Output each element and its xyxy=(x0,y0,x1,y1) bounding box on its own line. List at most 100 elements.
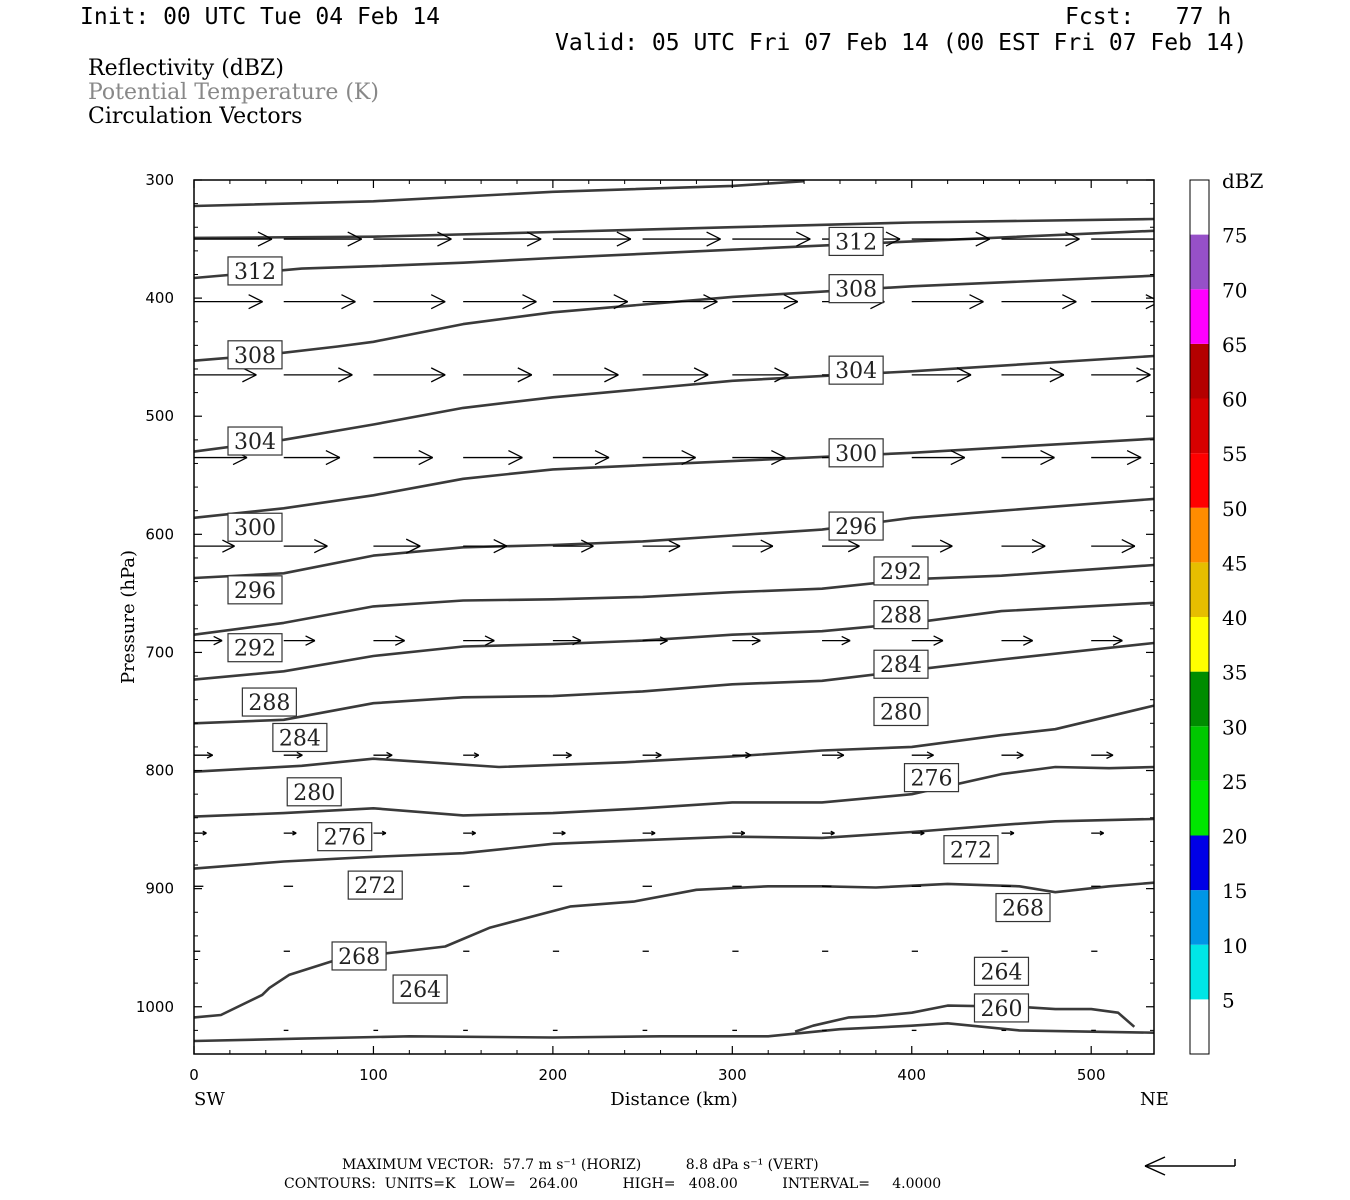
svg-text:304: 304 xyxy=(234,430,276,455)
axes-layer: 0 100 200 300 400 500 300 400 500 600 700 800 900 100… xyxy=(136,171,1154,1084)
svg-text:276: 276 xyxy=(324,826,366,851)
circulation-vector xyxy=(552,367,619,383)
x-axis-title: Distance (km) xyxy=(610,1089,737,1110)
contour-label: 300 xyxy=(227,512,283,542)
contour-label: 288 xyxy=(241,687,297,717)
colorbar-label: dBZ xyxy=(1222,169,1264,193)
circulation-vector xyxy=(283,449,341,466)
circulation-vector xyxy=(194,539,235,553)
colorbar-swatch xyxy=(1190,343,1209,399)
colorbar-tick-label: 50 xyxy=(1222,497,1247,521)
circulation-vector xyxy=(911,830,925,836)
colorbar-swatch xyxy=(1190,780,1209,836)
circulation-vector xyxy=(463,830,476,836)
svg-text:284: 284 xyxy=(279,726,321,751)
contour-line xyxy=(194,1022,1154,1043)
y-tick-label: 400 xyxy=(145,289,174,307)
circulation-vector xyxy=(552,539,594,553)
svg-text:312: 312 xyxy=(234,260,276,285)
circulation-vector xyxy=(732,231,811,247)
circulation-vector xyxy=(1091,635,1123,646)
circulation-vector xyxy=(463,449,523,466)
title-potential-temperature: Potential Temperature (K) xyxy=(88,80,379,105)
circulation-vector xyxy=(552,449,610,466)
forecast-hour: Fcst: 77 h xyxy=(1065,4,1232,30)
circulation-vector xyxy=(732,294,799,310)
circulation-vector xyxy=(463,294,537,310)
colorbar-tick-label: 25 xyxy=(1222,770,1247,794)
contour-label: 292 xyxy=(227,633,283,663)
contour-label: 312 xyxy=(227,256,283,286)
circulation-vector xyxy=(552,231,632,247)
circulation-vector xyxy=(373,635,405,646)
circulation-vector xyxy=(911,294,984,310)
y-tick-label: 800 xyxy=(145,762,174,780)
y-axis-title: Pressure (hPa) xyxy=(118,550,139,684)
x-tick-label: 400 xyxy=(897,1066,926,1084)
colorbar-tick-label: 20 xyxy=(1222,825,1247,849)
colorbar-tick-label: 40 xyxy=(1222,606,1247,630)
contour-label: 264 xyxy=(392,974,448,1004)
title-circulation-vectors: Circulation Vectors xyxy=(88,104,303,129)
y-tick-label: 700 xyxy=(145,643,174,661)
contour-label: 268 xyxy=(331,941,387,971)
contour-label: 260 xyxy=(973,993,1030,1023)
colorbar-swatch xyxy=(1190,999,1209,1054)
circulation-vector xyxy=(373,538,421,554)
x-tick-label: 200 xyxy=(539,1066,568,1084)
maximum-vector-info: MAXIMUM VECTOR: 57.7 m s⁻¹ (HORIZ) 8.8 d… xyxy=(342,1157,819,1173)
circulation-vector xyxy=(1001,294,1077,310)
circulation-vector xyxy=(911,635,944,646)
colorbar-swatch xyxy=(1190,453,1209,508)
contour-line xyxy=(194,817,1154,870)
colorbar-tick-label: 35 xyxy=(1222,661,1247,685)
circulation-vector xyxy=(732,635,761,646)
circulation-vector xyxy=(1001,635,1033,646)
circulation-vector xyxy=(373,449,434,466)
colorbar-swatch xyxy=(1190,944,1209,1000)
colorbar-swatch xyxy=(1190,234,1209,290)
circulation-vector xyxy=(1001,231,1080,247)
colorbar-swatch xyxy=(1190,289,1209,344)
circulation-vector xyxy=(642,830,656,836)
circulation-vector xyxy=(552,294,629,310)
contour-label: 296 xyxy=(828,511,884,541)
svg-text:292: 292 xyxy=(880,560,922,585)
contour-label: 280 xyxy=(286,777,342,807)
circulation-vector xyxy=(194,294,263,310)
colorbar-tick-label: 55 xyxy=(1222,442,1247,466)
svg-text:296: 296 xyxy=(835,515,877,540)
colorbar-tick-label: 75 xyxy=(1222,224,1247,248)
circulation-vector xyxy=(642,294,718,310)
colorbar-tick-label: 15 xyxy=(1222,879,1247,903)
contour-label: 284 xyxy=(272,722,328,753)
circulation-vector xyxy=(463,367,533,383)
reference-vector-arrow xyxy=(1144,1156,1236,1176)
circulation-vector xyxy=(911,449,966,466)
colorbar-tick-label: 70 xyxy=(1222,278,1247,302)
circulation-vector xyxy=(1091,294,1154,310)
circulation-vector xyxy=(194,231,273,247)
circulation-vector xyxy=(911,367,972,383)
circulation-vector xyxy=(283,830,297,836)
circulation-vector xyxy=(1001,751,1024,760)
svg-text:304: 304 xyxy=(835,359,877,384)
svg-text:308: 308 xyxy=(835,278,877,303)
svg-text:296: 296 xyxy=(234,579,276,604)
contour-line xyxy=(194,354,1154,453)
y-tick-label: 1000 xyxy=(136,998,174,1016)
circulation-vector xyxy=(373,294,446,310)
circulation-vector xyxy=(1001,367,1065,383)
sw-label: SW xyxy=(194,1089,225,1110)
circulation-vector xyxy=(552,751,572,759)
colorbar-tick-label: 60 xyxy=(1222,388,1247,412)
circulation-vector xyxy=(822,539,860,553)
init-time: Init: 00 UTC Tue 04 Feb 14 xyxy=(80,4,441,30)
circulation-vector xyxy=(194,830,207,836)
contour-label: 284 xyxy=(873,649,929,679)
contour-line xyxy=(194,274,1154,362)
contour-label: 304 xyxy=(828,355,884,385)
svg-text:280: 280 xyxy=(293,781,335,806)
contour-label: 276 xyxy=(317,822,373,852)
